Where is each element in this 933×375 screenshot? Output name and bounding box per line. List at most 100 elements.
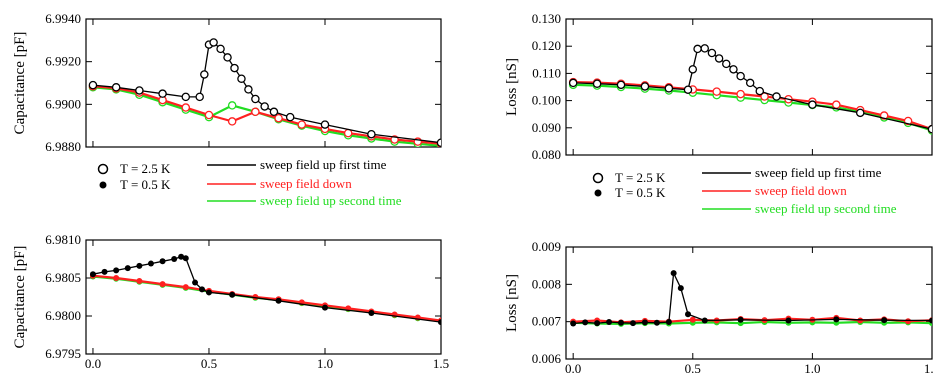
data-point	[606, 319, 613, 326]
data-point	[209, 38, 218, 47]
data-point	[701, 317, 708, 324]
data-point	[653, 319, 660, 326]
data-point	[772, 92, 781, 101]
data-point	[755, 86, 765, 96]
x-tick-label: 0.0	[565, 361, 581, 375]
data-point	[320, 120, 330, 129]
data-point	[640, 82, 650, 91]
data-point	[688, 65, 698, 74]
data-point	[251, 94, 260, 104]
data-point	[195, 92, 204, 102]
series-line	[92, 86, 441, 147]
series-line	[573, 47, 932, 130]
data-point	[618, 319, 625, 326]
data-point	[712, 87, 721, 96]
series-0	[570, 270, 932, 327]
data-point	[216, 44, 225, 54]
data-point	[693, 44, 702, 54]
legend-label-up-first: sweep field up first time	[755, 165, 882, 180]
data-point	[147, 260, 154, 267]
data-point	[269, 107, 279, 117]
legend-label-t-2p5k: T = 2.5 K	[120, 161, 171, 176]
data-point	[275, 297, 282, 304]
y-tick-label: 0.100	[532, 93, 561, 108]
data-point	[159, 258, 166, 265]
data-point	[136, 278, 143, 285]
data-point	[737, 316, 744, 323]
plot-frame	[85, 239, 442, 355]
panel-loss-2p5K: 0.080 0.090 0.100 0.110 0.120 0.130 Loss [nS]	[504, 11, 933, 162]
y-tick-label: 6.9800	[45, 308, 81, 323]
legend-filled-circle-marker	[594, 189, 602, 197]
data-point	[832, 100, 841, 109]
x-tick-label: 1.5	[433, 356, 449, 371]
data-point	[223, 53, 232, 62]
y-axis-label: Loss [nS]	[504, 274, 520, 332]
plot-frame	[85, 18, 442, 148]
data-point	[436, 138, 441, 147]
data-point	[159, 281, 166, 288]
legend-label-t-2p5k: T = 2.5 K	[615, 170, 666, 185]
x-tick-label: 1.5	[924, 361, 933, 375]
data-point	[833, 316, 840, 323]
data-point	[227, 101, 237, 110]
y-tick-label: 6.9805	[45, 270, 81, 285]
x-tick-label: 0.5	[685, 361, 701, 375]
data-point	[229, 291, 236, 298]
data-point	[568, 78, 578, 88]
legend-label-t-0p5k: T = 0.5 K	[120, 177, 171, 192]
data-point	[664, 84, 674, 93]
data-point	[181, 92, 191, 102]
legend-label-down: sweep field down	[755, 183, 847, 198]
data-point	[199, 286, 206, 293]
legend-label-up-second: sweep field up second time	[260, 193, 402, 208]
data-point	[101, 268, 108, 275]
panel-capacitance-0p5K: 6.9795 6.9800 6.9805 6.9810 0.0 0.5 1.0 1.5 Capa…	[12, 232, 449, 371]
y-tick-label: 0.007	[532, 314, 562, 329]
y-tick-label: 6.9795	[45, 346, 81, 361]
data-point	[683, 85, 693, 94]
x-tick-label: 1.0	[317, 356, 333, 371]
y-tick-label: 0.090	[532, 120, 561, 135]
data-point	[158, 89, 167, 98]
data-point	[570, 320, 577, 327]
data-point	[205, 289, 212, 296]
y-tick-label: 0.130	[532, 11, 561, 26]
data-point	[181, 103, 191, 112]
data-point	[251, 107, 260, 117]
data-point	[136, 262, 143, 269]
data-point	[881, 317, 888, 324]
data-point	[274, 113, 283, 123]
data-point	[714, 54, 724, 63]
data-point	[260, 102, 269, 111]
data-point	[204, 110, 214, 120]
data-point	[707, 48, 717, 58]
data-point	[368, 309, 375, 316]
data-point	[665, 319, 672, 326]
data-point	[927, 124, 932, 134]
data-point	[227, 117, 237, 126]
data-point	[343, 128, 353, 138]
y-tick-label: 6.9810	[45, 232, 81, 247]
panel-loss-0p5K: 0.006 0.007 0.008 0.009 0.0 0.5 1.0 1.5 Loss [nS…	[504, 239, 933, 375]
data-point	[438, 319, 441, 326]
panel-capacitance-2p5K: 6.9880 6.9900 6.9920 6.9940 Capacitance [pF]	[12, 11, 442, 154]
y-tick-label: 0.080	[532, 147, 561, 162]
data-point	[367, 129, 376, 139]
series-0	[568, 44, 932, 134]
y-tick-label: 6.9940	[45, 11, 81, 26]
data-point	[857, 317, 864, 324]
data-point	[237, 74, 246, 83]
x-tick-label: 0.5	[201, 356, 217, 371]
data-point	[321, 304, 328, 311]
data-point	[192, 279, 199, 286]
y-tick-label: 0.008	[532, 276, 561, 291]
data-point	[808, 100, 817, 109]
data-point	[200, 70, 209, 79]
series-line	[573, 81, 932, 131]
data-point	[182, 255, 189, 262]
y-tick-label: 0.009	[532, 239, 561, 254]
data-point	[685, 311, 691, 318]
series-line	[573, 270, 932, 325]
legend-label-down: sweep field down	[260, 176, 352, 191]
